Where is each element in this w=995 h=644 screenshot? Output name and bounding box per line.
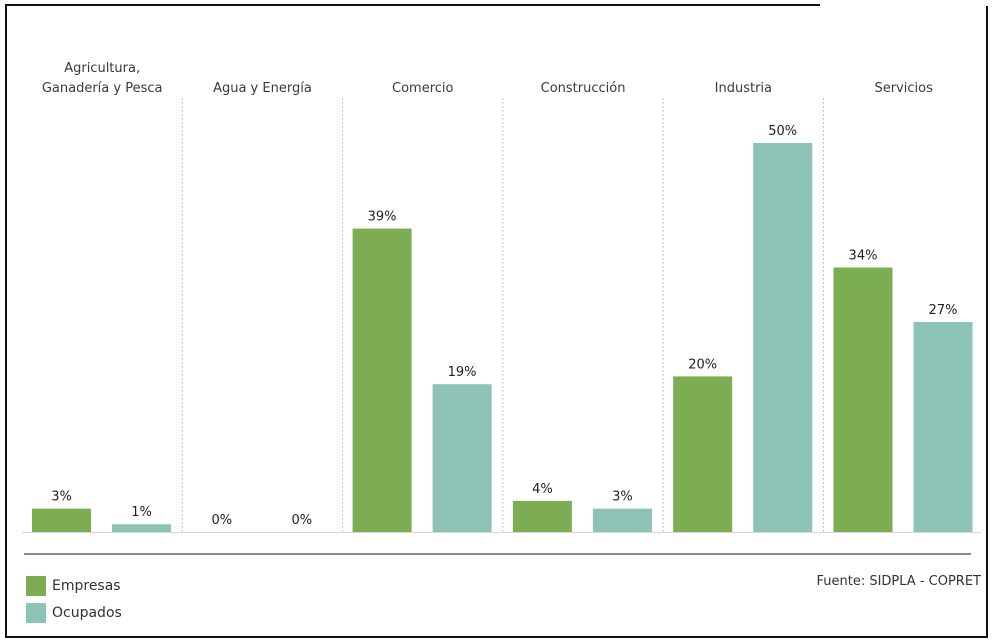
category-label-line: Industria [715, 81, 772, 96]
source-note: Fuente: SIDPLA - COPRET [816, 574, 981, 589]
legend-label-empresas: Empresas [52, 577, 121, 594]
bar-empresas [32, 508, 91, 532]
data-label: 3% [51, 490, 72, 505]
category-label-line: Agricultura, [64, 61, 140, 76]
data-label: 20% [688, 357, 717, 372]
bar-ocupados [592, 508, 652, 532]
bar-ocupados [112, 524, 171, 532]
bar-empresas [673, 376, 733, 532]
bar-ocupados [432, 384, 492, 532]
legend-item-ocupados: Ocupados [26, 599, 122, 626]
bar-empresas [833, 267, 893, 532]
bar-ocupados [913, 321, 973, 532]
category-label: Servicios [874, 81, 933, 96]
bar-empresas [512, 500, 572, 532]
category-label: Industria [715, 81, 772, 96]
category-label-line: Comercio [392, 81, 454, 96]
bar-empresas [352, 228, 412, 532]
data-label: 4% [532, 482, 553, 497]
category-label: Comercio [392, 81, 454, 96]
legend-swatch-ocupados [26, 602, 46, 623]
legend-item-empresas: Empresas [26, 572, 122, 599]
legend-swatch-empresas [26, 575, 46, 596]
legend: Empresas Ocupados [26, 572, 122, 626]
data-label: 34% [849, 248, 878, 263]
legend-label-ocupados: Ocupados [52, 604, 122, 621]
bar-ocupados [753, 143, 813, 532]
data-label: 50% [768, 124, 797, 139]
data-label: 0% [211, 513, 232, 528]
category-label: Agricultura, Ganadería y Pesca [42, 61, 163, 96]
data-label: 19% [448, 365, 477, 380]
category-label-line: Servicios [874, 81, 933, 96]
data-label: 27% [929, 303, 958, 318]
category-label-line: Construcción [541, 81, 626, 96]
frame-top-gap [820, 0, 995, 6]
data-label: 0% [291, 513, 312, 528]
data-label: 3% [612, 490, 633, 505]
data-label: 1% [131, 505, 152, 520]
data-label: 39% [368, 210, 397, 225]
category-label: Agua y Energía [213, 81, 312, 96]
category-label-line: Agua y Energía [213, 81, 312, 96]
category-label: Construcción [541, 81, 626, 96]
category-label-line: Ganadería y Pesca [42, 81, 163, 96]
